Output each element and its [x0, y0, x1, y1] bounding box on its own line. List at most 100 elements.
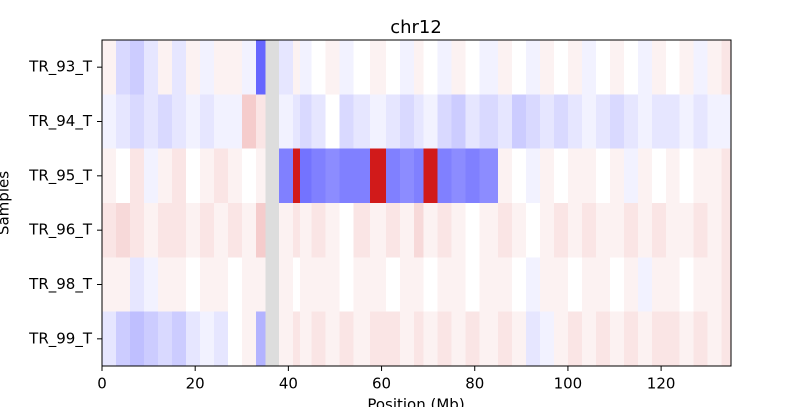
heatmap-cell — [339, 203, 354, 258]
heatmap-cell — [651, 148, 667, 204]
heatmap-cell — [157, 257, 173, 312]
x-tick-label: 80 — [465, 375, 484, 393]
heatmap-cell — [199, 94, 215, 149]
heatmap-cell — [512, 94, 527, 149]
heatmap-cell — [311, 94, 326, 149]
heatmap-cell — [325, 311, 340, 367]
heatmap-cell — [311, 257, 326, 312]
heatmap-cell — [185, 311, 201, 367]
heatmap-cell — [300, 311, 312, 367]
x-tick-label: 0 — [97, 375, 107, 393]
heatmap-cell — [721, 94, 732, 149]
heatmap-cell — [623, 311, 639, 367]
heatmap-cell — [665, 257, 681, 312]
heatmap-cell — [227, 203, 243, 258]
heatmap-cell — [539, 94, 555, 149]
heatmap-cell — [479, 311, 499, 367]
heatmap-cell — [479, 148, 499, 204]
x-tick-label: 60 — [372, 375, 391, 393]
heatmap-cell — [637, 148, 653, 204]
heatmap-cell — [451, 311, 466, 367]
heatmap-cell — [213, 203, 229, 258]
heatmap-cell — [400, 203, 415, 258]
heatmap-cell — [665, 203, 681, 258]
heatmap-cell — [437, 40, 452, 95]
heatmap-cell — [451, 257, 466, 312]
heatmap-cell — [595, 203, 611, 258]
heatmap-cell — [437, 203, 452, 258]
heatmap-cell — [451, 94, 466, 149]
heatmap-cell — [293, 203, 301, 258]
heatmap-cell — [199, 148, 215, 204]
heatmap-cell — [567, 40, 583, 95]
heatmap-cell — [525, 148, 541, 204]
heatmap-cell — [115, 311, 131, 367]
y-tick-label: TR_98_T — [28, 275, 93, 294]
heatmap-cell — [609, 203, 625, 258]
heatmap-cell — [567, 203, 583, 258]
heatmap-cell — [721, 203, 732, 258]
heatmap-cell — [525, 311, 541, 367]
heatmap-cell — [400, 311, 415, 367]
heatmap-cell — [129, 40, 145, 95]
heatmap-cell — [465, 148, 480, 204]
heatmap-cell — [199, 257, 215, 312]
heatmap-cell — [609, 257, 625, 312]
heatmap-cell — [595, 40, 611, 95]
heatmap-cell — [679, 257, 695, 312]
heatmap-cell — [386, 94, 401, 149]
heatmap-cell — [465, 203, 480, 258]
heatmap-cell — [227, 311, 243, 367]
heatmap-cell — [325, 257, 340, 312]
heatmap-cell — [213, 40, 229, 95]
heatmap-cell — [227, 40, 243, 95]
heatmap-cell — [102, 148, 117, 204]
heatmap-cell — [129, 311, 145, 367]
heatmap-cell — [185, 148, 201, 204]
heatmap-cell — [199, 203, 215, 258]
heatmap-cell — [512, 311, 527, 367]
heatmap-cell — [353, 203, 371, 258]
heatmap-cell — [581, 148, 597, 204]
heatmap-cell — [115, 257, 131, 312]
heatmap-cell — [721, 311, 732, 367]
heatmap-cell — [185, 40, 201, 95]
heatmap-cell — [279, 257, 294, 312]
x-tick-label: 120 — [647, 375, 676, 393]
heatmap-cell — [651, 203, 667, 258]
heatmap-cell — [512, 203, 527, 258]
heatmap-cell — [498, 203, 513, 258]
heatmap-cell — [171, 203, 187, 258]
heatmap-cell — [581, 94, 597, 149]
heatmap-cell — [369, 94, 387, 149]
heatmap-cell — [437, 94, 452, 149]
heatmap-cell — [581, 40, 597, 95]
heatmap-cell — [665, 311, 681, 367]
heatmap-cell — [553, 94, 569, 149]
heatmap-cell — [567, 94, 583, 149]
heatmap-cell — [451, 148, 466, 204]
heatmap-cell — [143, 148, 159, 204]
y-tick-label: TR_95_T — [28, 166, 93, 185]
heatmap-cell — [623, 257, 639, 312]
heatmap-cell — [171, 94, 187, 149]
heatmap-cell — [525, 203, 541, 258]
heatmap-cell — [581, 311, 597, 367]
heatmap-cell — [721, 148, 732, 204]
heatmap-cell — [227, 94, 243, 149]
heatmap-cell — [651, 40, 667, 95]
heatmap-cell — [143, 257, 159, 312]
heatmap-cell — [115, 148, 131, 204]
heatmap-cell — [199, 40, 215, 95]
heatmap-cell — [498, 148, 513, 204]
plot-frame — [101, 39, 732, 367]
heatmap-cell — [241, 257, 257, 312]
heatmap-cell — [102, 40, 117, 95]
heatmap-cell — [255, 148, 266, 204]
heatmap-cell — [414, 257, 424, 312]
heatmap-cell — [279, 311, 294, 367]
y-tick-label: TR_99_T — [28, 329, 93, 348]
heatmap-cell — [581, 257, 597, 312]
heatmap-cell — [707, 257, 722, 312]
heatmap-cell — [213, 311, 229, 367]
